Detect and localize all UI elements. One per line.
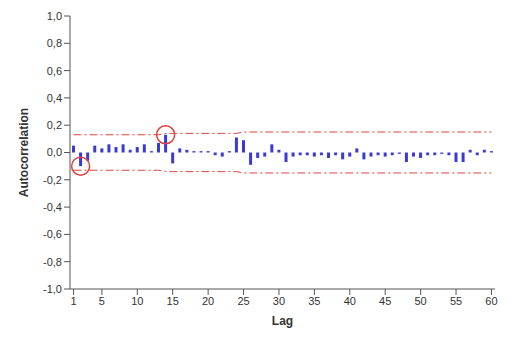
svg-text:20: 20 — [202, 295, 214, 307]
svg-text:60: 60 — [485, 295, 497, 307]
svg-text:-0,6: -0,6 — [43, 228, 62, 240]
svg-text:0,2: 0,2 — [47, 119, 62, 131]
svg-text:45: 45 — [379, 295, 391, 307]
svg-text:1,0: 1,0 — [47, 10, 62, 22]
svg-text:10: 10 — [131, 295, 143, 307]
svg-text:40: 40 — [344, 295, 356, 307]
svg-text:15: 15 — [167, 295, 179, 307]
svg-text:0,4: 0,4 — [47, 92, 62, 104]
svg-text:35: 35 — [308, 295, 320, 307]
svg-text:-1,0: -1,0 — [43, 283, 62, 295]
svg-text:30: 30 — [273, 295, 285, 307]
svg-text:-0,4: -0,4 — [43, 201, 62, 213]
svg-text:50: 50 — [415, 295, 427, 307]
svg-text:0,6: 0,6 — [47, 65, 62, 77]
svg-text:-0,8: -0,8 — [43, 256, 62, 268]
svg-text:25: 25 — [237, 295, 249, 307]
svg-text:Lag: Lag — [272, 314, 293, 328]
svg-text:5: 5 — [99, 295, 105, 307]
svg-text:Autocorrelation: Autocorrelation — [17, 108, 31, 197]
svg-text:55: 55 — [450, 295, 462, 307]
svg-text:1: 1 — [70, 295, 76, 307]
svg-text:0,8: 0,8 — [47, 37, 62, 49]
svg-text:0,0: 0,0 — [47, 146, 62, 158]
svg-text:-0,2: -0,2 — [43, 174, 62, 186]
